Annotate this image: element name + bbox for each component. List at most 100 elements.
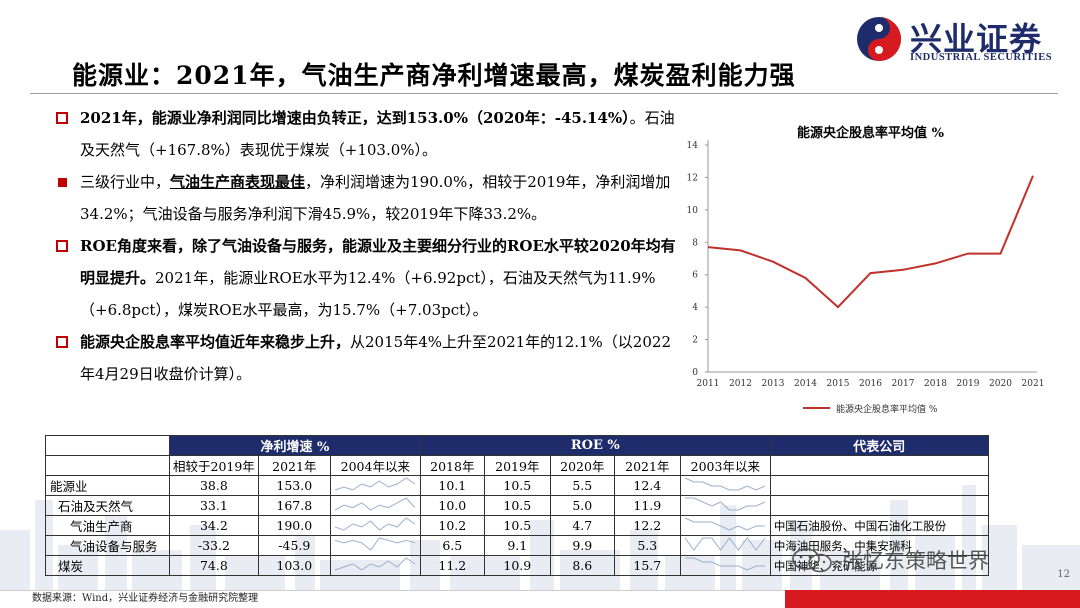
y-tick-label: 8	[692, 238, 698, 248]
square-bullet-solid-icon	[58, 178, 67, 187]
cell-growth-vs2019: -33.2	[169, 535, 259, 556]
table-row: 气油生产商 34.2 190.0 10.2 10.5 4.7 12.2 中国石油股份、中国石油…	[45, 515, 989, 536]
bullet-item: 能源央企股息率平均值近年来稳步上升，从2015年4%上升至2021年的12.1%…	[56, 326, 676, 390]
table-corner-cell	[45, 435, 170, 456]
bullet-item: 三级行业中，气油生产商表现最佳，净利润增速为190.0%，相较于2019年，净利…	[56, 166, 676, 230]
footer-bar-left	[0, 590, 785, 608]
chart-svg: 能源央企股息率平均值 % 0 2 4 6 8 10 12 14 2011 2012 2013 2014 2…	[687, 125, 1045, 415]
sparkline-roe	[679, 515, 771, 536]
y-tick-label: 12	[687, 173, 698, 183]
bullet-item: ROE角度来看，除了气油设备与服务，能源业及主要细分行业的ROE水平较2020年…	[56, 230, 676, 326]
sparkline-growth	[329, 495, 421, 516]
row-name: 石油及天然气	[45, 495, 170, 516]
row-name: 气油生产商	[45, 515, 170, 536]
table-group-header-row: 净利增速 % ROE % 代表公司	[45, 435, 989, 456]
y-tick-label: 14	[687, 141, 699, 151]
sparkline-roe-line	[685, 557, 766, 571]
y-tick-label: 0	[692, 368, 698, 378]
table-sub-header-row: 相较于2019年 2021年 2004年以来 2018年 2019年 2020年…	[45, 455, 989, 476]
bullet-text-segment: ，净利润增速为190.0%，相较于2019年，净利润增加34.2%；气油设备与服…	[80, 173, 671, 223]
x-tick-label: 2015	[827, 379, 850, 389]
x-tick-label: 2011	[697, 379, 720, 389]
sparkline-growth	[329, 515, 421, 536]
bullet-text-segment: 2021年，能源业净利润同比增速由负转正，达到153.0%（2020年：-45.…	[80, 109, 630, 127]
sparkline-growth-line	[335, 517, 416, 531]
x-tick-label: 2019	[957, 379, 980, 389]
row-name: 煤炭	[45, 555, 170, 576]
industry-table: 净利增速 % ROE % 代表公司 相较于2019年 2021年 2004年以来…	[45, 435, 989, 576]
legend-label: 能源央企股息率平均值 %	[836, 403, 938, 415]
cell-growth-vs2019: 34.2	[169, 515, 259, 536]
bullet-item: 2021年，能源业净利润同比增速由负转正，达到153.0%（2020年：-45.…	[56, 102, 676, 166]
x-tick-label: 2013	[762, 379, 785, 389]
cell-roe-2020: 9.9	[549, 535, 615, 556]
col-header-roe-2020: 2020年	[549, 455, 615, 476]
logo-text-cn: 兴业证券	[910, 20, 1043, 58]
row-name: 气油设备与服务	[45, 535, 170, 556]
x-tick-label: 2012	[729, 379, 752, 389]
sparkline-growth-line	[335, 497, 416, 511]
cell-roe-2019: 10.5	[483, 495, 551, 516]
cell-roe-2020: 5.0	[549, 495, 615, 516]
x-tick-label: 2014	[794, 379, 817, 389]
y-tick-label: 4	[692, 303, 698, 313]
sparkline-roe-line	[685, 517, 766, 531]
cell-growth-2021: 153.0	[257, 475, 331, 496]
cell-roe-2020: 4.7	[549, 515, 615, 536]
sparkline-growth	[329, 475, 421, 496]
sparkline-growth	[329, 555, 421, 576]
cell-roe-2018: 10.0	[419, 495, 485, 516]
wechat-icon	[792, 548, 832, 573]
sparkline-roe	[679, 555, 771, 576]
col-header-company-blank	[769, 455, 989, 476]
x-tick-label: 2021	[1022, 379, 1045, 389]
bullet-text-segment: ROE角度来看，除了气油设备与服务，能源业及主要细分行业的ROE水平较2020年…	[80, 237, 676, 287]
cell-roe-2021: 5.3	[613, 535, 681, 556]
cell-roe-2018: 10.2	[419, 515, 485, 536]
cell-growth-2021: 103.0	[257, 555, 331, 576]
y-tick-label: 6	[692, 271, 698, 281]
x-tick-label: 2020	[989, 379, 1012, 389]
group-header-company: 代表公司	[769, 435, 989, 456]
company-logo: 兴业证券 INDUSTRIAL SECURITIES	[856, 14, 1066, 70]
sparkline-roe-line	[685, 497, 766, 511]
cell-growth-vs2019: 38.8	[169, 475, 259, 496]
square-bullet-hollow-icon	[56, 336, 68, 348]
cell-roe-2020: 8.6	[549, 555, 615, 576]
footer-bar	[0, 590, 1080, 608]
page-number: 12	[1057, 569, 1070, 580]
x-tick-label: 2018	[924, 379, 947, 389]
wechat-watermark: 张忆东策略世界	[788, 545, 989, 575]
cell-company	[769, 495, 989, 516]
table-row: 气油设备与服务 -33.2 -45.9 6.5 9.1 9.9 5.3 中海油田服务、中集安瑞…	[45, 535, 989, 556]
bullet-text-segment: 气油生产商表现最佳	[170, 173, 306, 191]
square-bullet-hollow-icon	[56, 112, 68, 124]
cell-roe-2018: 6.5	[419, 535, 485, 556]
cell-roe-2018: 10.1	[419, 475, 485, 496]
cell-growth-2021: 167.8	[257, 495, 331, 516]
data-source-note: 数据来源：Wind，兴业证券经济与金融研究院整理	[32, 593, 259, 604]
col-header-roe-2019: 2019年	[483, 455, 551, 476]
logo-mark-icon	[857, 17, 901, 61]
chart-title: 能源央企股息率平均值 %	[797, 125, 945, 141]
cell-growth-2021: -45.9	[257, 535, 331, 556]
col-header-roe-spark: 2003年以来	[679, 455, 771, 476]
sparkline-roe-line	[685, 477, 766, 491]
sparkline-roe	[679, 495, 771, 516]
footer-bar-red	[785, 590, 1080, 608]
bullet-list: 2021年，能源业净利润同比增速由负转正，达到153.0%（2020年：-45.…	[56, 102, 676, 390]
cell-company	[769, 475, 989, 496]
logo-text-en: INDUSTRIAL SECURITIES	[910, 52, 1053, 63]
cell-roe-2019: 10.9	[483, 555, 551, 576]
cell-growth-vs2019: 33.1	[169, 495, 259, 516]
sparkline-roe	[679, 535, 771, 556]
cell-roe-2019: 10.5	[483, 515, 551, 536]
sparkline-roe-line	[684, 537, 766, 551]
x-tick-label: 2016	[859, 379, 882, 389]
watermark-text: 张忆东策略世界	[842, 549, 989, 573]
bullet-text-segment: 2021年，能源业ROE水平为12.4%（+6.92pct），石油及天然气为11…	[80, 269, 656, 319]
sparkline-growth-line	[335, 537, 416, 551]
y-tick-label: 10	[687, 206, 699, 216]
sparkline-roe	[679, 475, 771, 496]
col-header-growth-2021: 2021年	[257, 455, 331, 476]
